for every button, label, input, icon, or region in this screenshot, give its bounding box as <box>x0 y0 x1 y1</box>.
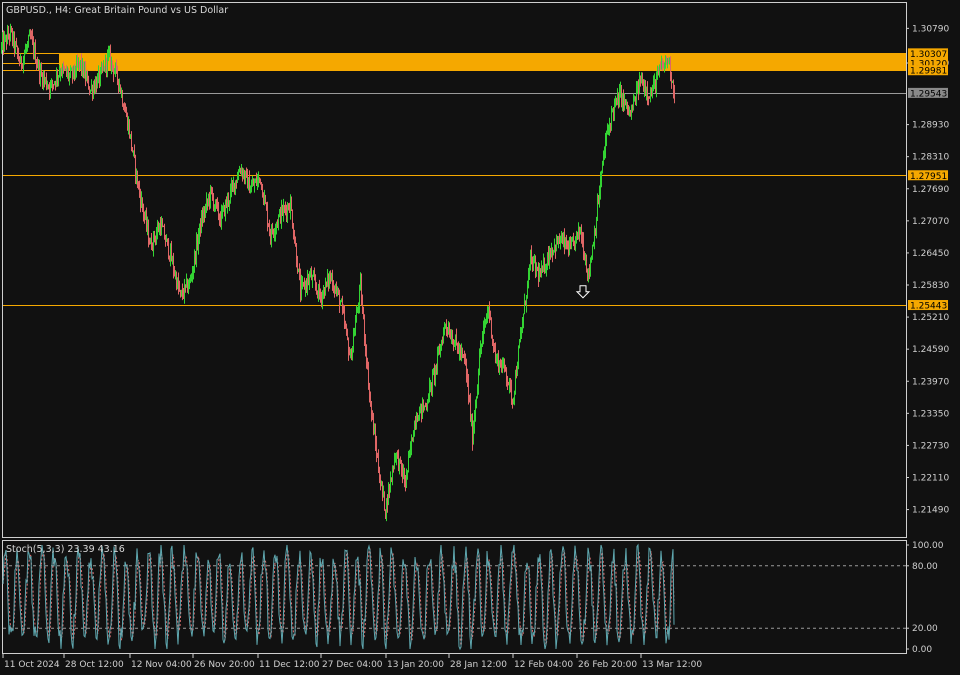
y-tick-label: 1.28930 <box>912 121 949 131</box>
y-tick-label: 1.25210 <box>912 313 949 323</box>
axis-layer: 1.30790 1.30120 1.28930 1.28310 1.27690 1.270… <box>2 24 949 670</box>
stoch-main-line <box>2 543 675 651</box>
level-price-tag <box>908 58 948 69</box>
y-tick-label: 1.23970 <box>912 377 949 387</box>
y-tick-label: 1.21490 <box>912 506 949 516</box>
current-price-tag <box>908 87 948 98</box>
level-price-tag-label: 1.30307 <box>910 50 947 60</box>
level-price-tag <box>908 300 948 311</box>
x-tick-label: 11 Oct 2024 <box>4 660 60 670</box>
y-tick-label: 1.30790 <box>912 24 949 34</box>
x-tick-label: 28 Jan 12:00 <box>450 660 507 670</box>
level-price-tag-label: 1.25443 <box>910 302 947 312</box>
x-tick-label: 26 Nov 20:00 <box>194 660 255 670</box>
current-price-tag-label: 1.29543 <box>910 89 947 99</box>
stoch-tick-label: 20.00 <box>912 624 938 634</box>
stoch-tick-label: 100.00 <box>912 541 944 551</box>
x-tick-label: 12 Nov 04:00 <box>131 660 192 670</box>
y-tick-label: 1.27070 <box>912 217 949 227</box>
y-tick-label: 1.22730 <box>912 441 949 451</box>
x-tick-label: 28 Oct 12:00 <box>65 660 124 670</box>
stoch-title: Stoch(5,3,3) 23.39 43.16 <box>6 544 125 555</box>
y-tick-label: 1.24590 <box>912 345 949 355</box>
resistance-zone <box>59 53 906 71</box>
level-price-tag <box>908 48 948 59</box>
stoch-tick-label: 80.00 <box>912 562 938 572</box>
x-tick-label: 11 Dec 12:00 <box>259 660 320 670</box>
stoch-signal-line <box>2 548 675 648</box>
stochastic-layer <box>2 543 906 651</box>
down-arrow-marker <box>575 285 591 299</box>
level-price-tag <box>908 170 948 181</box>
x-tick-label: 26 Feb 20:00 <box>578 660 637 670</box>
y-tick-label: 1.26450 <box>912 249 949 259</box>
level-price-tag <box>908 65 948 76</box>
x-tick-label: 27 Dec 04:00 <box>322 660 383 670</box>
x-tick-label: 13 Jan 20:00 <box>387 660 444 670</box>
candles <box>1 23 675 522</box>
stoch-tick-label: 0.00 <box>912 645 932 655</box>
y-tick-label: 1.22110 <box>912 473 949 483</box>
x-tick-label: 13 Mar 12:00 <box>642 660 702 670</box>
level-price-tag-label: 1.27951 <box>910 172 947 182</box>
x-tick-label: 12 Feb 04:00 <box>514 660 573 670</box>
y-tick-label: 1.25830 <box>912 281 949 291</box>
y-tick-label: 1.23350 <box>912 409 949 419</box>
main-price-layer <box>1 23 906 522</box>
y-tick-label: 1.28310 <box>912 153 949 163</box>
level-price-tag-label: 1.29981 <box>910 67 947 77</box>
level-price-tag-label: 1.30120 <box>910 60 947 70</box>
main-plot-frame <box>2 2 907 538</box>
symbol-title: GBPUSD., H4: Great Britain Pound vs US D… <box>6 5 228 16</box>
y-tick-label: 1.27690 <box>912 185 949 195</box>
